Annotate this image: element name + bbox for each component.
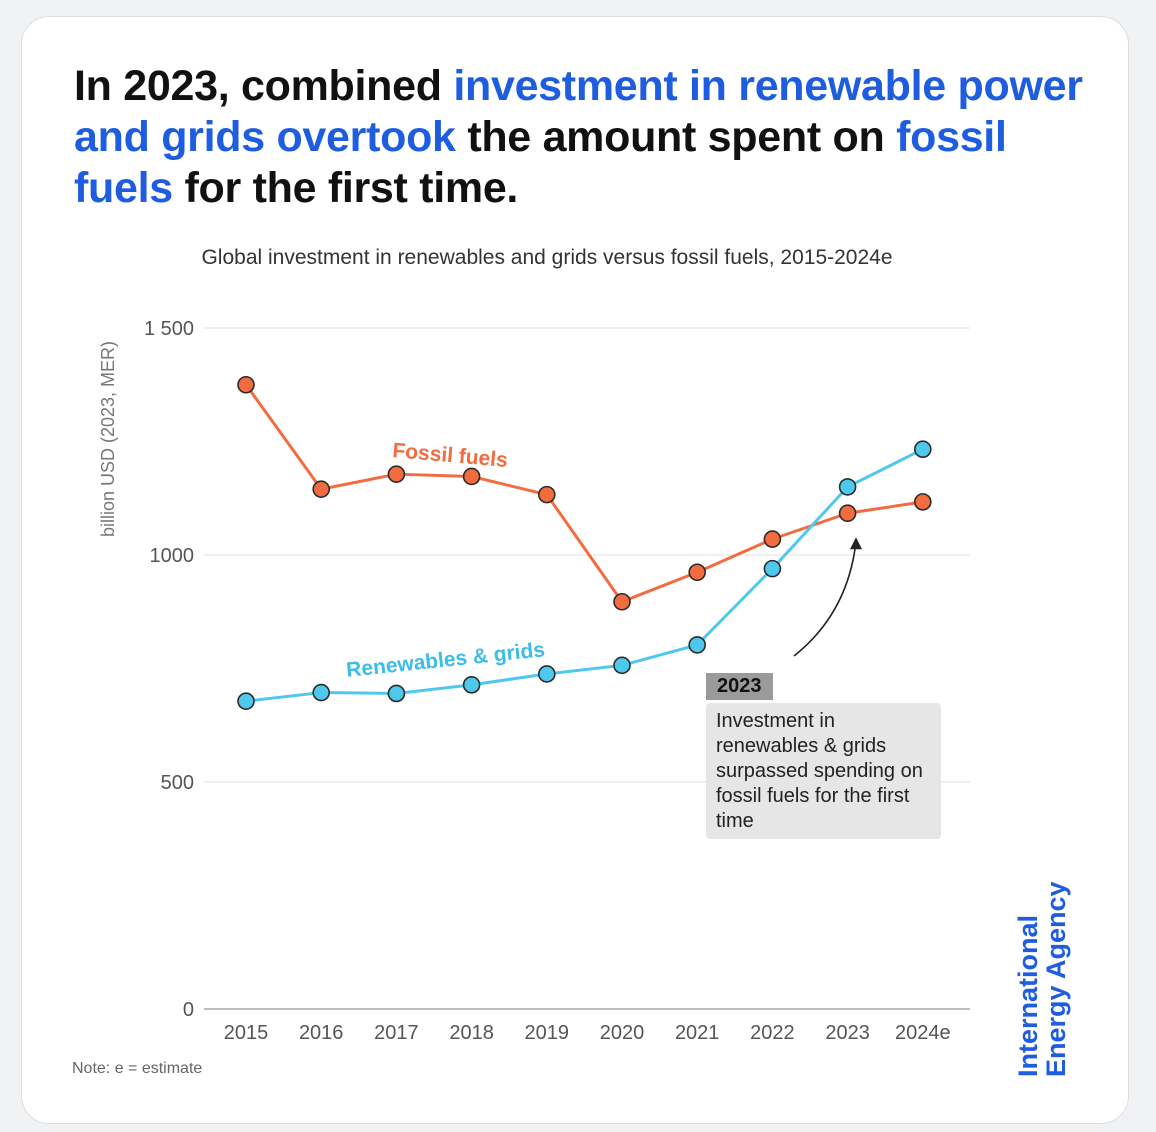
callout-year-tag: 2023 [706,673,773,700]
fossil-fuels-point [913,493,932,511]
x-tick-label: 2017 [374,1022,419,1044]
x-tick-label: 2020 [600,1022,645,1044]
fossil-fuels-point [688,563,707,582]
renewables-grids-point [838,478,857,496]
fossil-fuels-point [537,485,556,504]
fossil-fuels-point [462,467,481,486]
y-tick-label: 500 [161,772,194,794]
annotation-arrow [793,541,857,657]
x-tick-label: 2016 [299,1022,344,1044]
fossil-fuels-point [312,480,331,498]
fossil-fuels-point [838,504,857,523]
renewables-grids-point [312,683,331,702]
headline-part-3: the amount spent on [455,113,897,161]
y-tick-label: 1 500 [144,318,194,340]
brand-line-1: International [1013,914,1043,1077]
x-tick-label: 2019 [525,1022,570,1044]
fossil-fuels-point [613,592,631,611]
renewables-grids-point [763,559,782,578]
renewables-grids-point [237,692,255,710]
x-tick-label: 2024e [895,1022,951,1044]
y-axis-label: billion USD (2023, MER) [98,341,118,537]
series-label-fossil-fuels: Fossil fuels [392,439,509,472]
iea-logo: International Energy Agency [1013,857,1071,1077]
line-chart: 0 500 1000 1 500 billion USD (2023, MER) 2015… [98,318,970,1044]
fossil-fuels-line [244,383,924,604]
headline-highlight-2: fossil fuels [74,113,1007,212]
fossil-fuels-point [387,465,406,483]
x-tick-label: 2018 [449,1022,494,1044]
brand-line-2: Energy Agency [1041,881,1071,1077]
fossil-fuels-point [237,375,255,394]
x-tick-label: 2015 [224,1022,269,1044]
renewables-grids-point [462,676,481,694]
annotation-arrowhead [850,537,862,550]
renewables-grids-point [537,665,556,683]
y-tick-label: 0 [183,999,194,1021]
x-tick-label: 2021 [675,1022,720,1044]
fossil-fuels-point [763,530,782,548]
x-tick-label: 2023 [825,1022,870,1044]
headline-part-1: In 2023, combined [74,62,454,110]
y-tick-label: 1000 [150,545,195,567]
renewables-grids-point [613,656,631,675]
renewables-grids-point [387,684,406,703]
headline-part-5: for the first time. [172,164,519,212]
headline-highlight-1: investment in renewable power and grids … [74,62,1083,161]
chart-card: In 2023, combined investment in renewabl… [21,16,1129,1124]
renewables-grids-line [245,447,924,703]
renewables-grids-point [913,440,932,459]
callout-box: Investment in renewables & grids surpass… [706,703,941,839]
x-tick-label: 2022 [750,1022,795,1044]
chart-subtitle: Global investment in renewables and grid… [201,246,893,269]
series-label-renewables-grids: Renewables & grids [345,638,546,682]
renewables-grids-point [688,636,707,654]
footnote: Note: e = estimate [72,1060,203,1077]
headline: In 2023, combined investment in renewabl… [74,61,1094,214]
